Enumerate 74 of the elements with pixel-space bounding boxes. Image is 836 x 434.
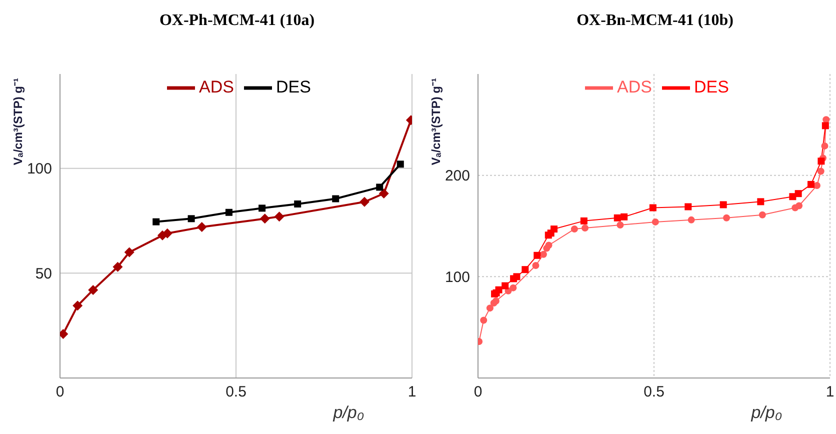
point	[688, 216, 695, 224]
point	[822, 122, 829, 130]
y-tick-label: 100	[444, 268, 470, 286]
point	[378, 188, 389, 199]
legend-label: DES	[694, 77, 729, 96]
point	[522, 266, 529, 274]
point	[550, 226, 558, 233]
point	[513, 273, 520, 280]
point	[492, 297, 500, 304]
point	[794, 190, 802, 198]
point	[649, 204, 656, 212]
x-axis-title: p/p₀	[332, 403, 364, 422]
legend-label: DES	[276, 77, 311, 96]
point	[620, 213, 628, 220]
point	[652, 218, 659, 226]
point	[152, 218, 160, 226]
point	[582, 224, 589, 232]
y-tick-label: 50	[35, 265, 52, 282]
y-axis-title: Vₐ/cm³(STP) g⁻¹	[11, 78, 25, 166]
x-tick-label: 1	[408, 384, 416, 401]
point	[580, 217, 588, 224]
point	[396, 160, 404, 168]
legend-label: ADS	[199, 77, 234, 96]
point	[258, 204, 266, 212]
y-tick-label: 100	[26, 160, 52, 178]
point	[495, 286, 502, 294]
point	[758, 211, 766, 218]
point	[545, 242, 552, 249]
chart-title: OX-Ph-MCM-41 (10a)	[158, 11, 316, 31]
point	[822, 116, 830, 124]
point	[274, 212, 284, 222]
point	[124, 247, 134, 258]
point	[88, 284, 98, 295]
point	[196, 222, 207, 232]
point	[570, 226, 578, 233]
x-tick-label: 0.5	[226, 384, 246, 401]
point	[789, 193, 796, 200]
point	[532, 262, 540, 270]
point	[112, 262, 123, 272]
point	[225, 208, 232, 216]
point	[540, 250, 547, 258]
point	[818, 158, 825, 165]
point	[757, 198, 764, 206]
point	[502, 282, 509, 290]
point	[796, 202, 803, 210]
point	[332, 195, 340, 202]
point	[723, 214, 730, 222]
point	[486, 304, 494, 312]
legend-label: ADS	[617, 77, 652, 96]
x-tick-label: 0.5	[644, 384, 664, 401]
point	[720, 201, 727, 208]
chart-title: OX-Bn-MCM-41 (10b)	[576, 11, 734, 31]
point	[614, 214, 621, 222]
point	[162, 228, 172, 238]
y-tick-label: 200	[444, 168, 470, 185]
point	[480, 316, 488, 324]
x-axis-title: p/p₀	[750, 403, 782, 422]
point	[817, 168, 824, 175]
point	[359, 196, 370, 207]
point	[294, 200, 302, 208]
point	[534, 252, 541, 259]
x-tick-label: 0	[56, 384, 64, 401]
x-tick-label: 0	[474, 384, 482, 401]
point	[510, 284, 517, 292]
point	[376, 184, 384, 191]
point	[684, 203, 692, 210]
point	[188, 215, 195, 222]
point	[807, 180, 814, 188]
point	[616, 221, 624, 228]
x-tick-label: 1	[826, 384, 834, 401]
point	[72, 300, 83, 311]
point	[260, 214, 270, 224]
y-axis-title: Vₐ/cm³(STP) g⁻¹	[429, 78, 443, 166]
point	[821, 142, 828, 150]
